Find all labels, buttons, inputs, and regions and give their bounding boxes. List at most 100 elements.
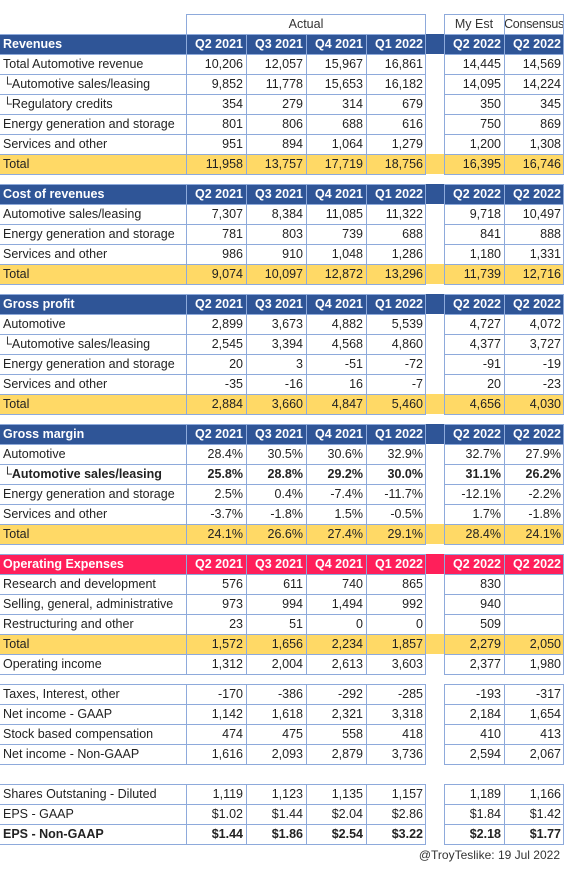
cell-my-est-q2-2022: 2,184 [469,707,501,721]
row-label: Energy generation and storage [3,117,175,131]
grid-line [0,54,426,55]
cell-q3-2021: 12,057 [264,57,303,71]
grid-line [0,614,426,615]
cell-q1-2022: -72 [404,357,423,371]
table-row: └Automotive sales/leasing 25.8% 28.8% 29.2%… [0,464,564,484]
grid-line [0,114,426,115]
grid-line [306,184,307,285]
cell-consensus-q2-2022: 345 [540,97,561,111]
grid-line [0,544,426,545]
cell-consensus-q2-2022: 24.1% [525,527,561,541]
column-header-q4-2021: Q4 2021 [315,37,363,51]
grid-line [186,14,187,34]
grid-line [366,424,367,545]
cell-my-est-q2-2022: 14,445 [462,57,501,71]
grid-line [504,424,505,545]
grid-line [0,394,426,395]
cell-q1-2022: -7 [411,377,423,391]
grid-line [444,184,445,285]
table-row: Automotive sales/leasing 7,307 8,384 11,085… [0,204,564,224]
cell-q2-2021: 1,312 [211,657,243,671]
table-row: Automotive 2,899 3,673 4,882 5,539 4,727 4,072 [0,314,564,334]
grid-line [425,294,426,415]
cell-q1-2022: 16,182 [384,77,423,91]
grid-line [0,34,426,35]
cell-q2-2021: $1.44 [211,827,243,841]
grid-line [0,484,426,485]
cell-q3-2021: $1.44 [271,807,303,821]
grid-line [246,184,247,285]
table-row: Net income - Non-GAAP 1,616 2,093 2,879 3,73… [0,744,564,764]
cell-q4-2021: -292 [337,687,363,701]
cell-consensus-q2-2022 [504,614,564,634]
cell-my-est-q2-2022: 940 [480,597,501,611]
cell-q3-2021: -386 [277,687,303,701]
cell-consensus-q2-2022: 10,497 [522,207,561,221]
cell-consensus-q2-2022: 26.2% [525,467,561,481]
cell-q2-2021: 2,545 [211,337,243,351]
cell-q1-2022: 616 [402,117,423,131]
cell-q2-2021: $1.02 [211,807,243,821]
cell-q2-2021: 2,899 [211,317,243,331]
column-header-q3-2021: Q3 2021 [255,187,303,201]
cell-consensus-q2-2022: $1.42 [529,807,561,821]
grid-line [186,14,426,15]
cell-q3-2021: 803 [282,227,303,241]
grid-line [0,764,426,765]
cell-consensus-q2-2022: 14,224 [522,77,561,91]
cell-consensus-q2-2022: -317 [535,687,561,701]
cell-my-est-q2-2022: 4,656 [469,397,501,411]
grid-line [425,14,426,34]
cell-my-est-q2-2022: 410 [480,727,501,741]
table-row: Energy generation and storage 781 803 739 68… [0,224,564,244]
cell-q4-2021: $2.04 [331,807,363,821]
cell-q2-2021: 2,884 [211,397,243,411]
row-label: Net income - GAAP [3,707,113,721]
cell-q3-2021: 279 [282,97,303,111]
cell-q3-2021: 51 [289,617,303,631]
grid-line [246,684,247,765]
cell-q1-2022: 5,460 [391,397,423,411]
column-header-q4-2021: Q4 2021 [315,427,363,441]
cell-consensus-q2-2022: 1,308 [529,137,561,151]
cell-consensus-q2-2022: 27.9% [525,447,561,461]
cell-q1-2022: 3,736 [391,747,423,761]
cell-q3-2021: 30.5% [267,447,303,461]
grid-line [0,784,426,785]
cell-q3-2021: 806 [282,117,303,131]
cell-q1-2022: 1,279 [391,137,423,151]
grid-line [246,554,247,675]
row-label: Shares Outstaning - Diluted [3,787,157,801]
cell-q4-2021: 17,719 [324,157,363,171]
cell-q1-2022: 1,157 [391,787,423,801]
total-row: Total 2,884 3,660 4,847 5,460 4,656 4,030 [0,394,564,414]
column-header-consensus-q2-2022: Q2 2022 [513,427,561,441]
column-header-q2-2021: Q2 2021 [195,187,243,201]
grid-line [0,634,426,635]
table-row: Stock based compensation 474 475 558 418 410 4… [0,724,564,744]
cell-my-est-q2-2022: 32.7% [465,447,501,461]
cell-q2-2021: 1,572 [211,637,243,651]
grid-line [425,554,426,675]
cell-q3-2021: 3,660 [271,397,303,411]
row-label: └Automotive sales/leasing [3,77,151,91]
cell-consensus-q2-2022: -23 [542,377,561,391]
cell-q4-2021: 16 [349,377,363,391]
grid-line [425,34,426,175]
column-header-my-est-q2-2022: Q2 2022 [453,297,501,311]
table-row: Energy generation and storage 20 3 -51 -72 -9… [0,354,564,374]
grid-line [0,284,426,285]
my-est-group-label: My Est [454,17,494,31]
cell-my-est-q2-2022: 4,377 [469,337,501,351]
cell-q3-2021: 611 [283,577,303,591]
grid-line [444,554,445,675]
cell-my-est-q2-2022: 11,739 [463,267,501,281]
section-header-row: Operating Expenses Q2 2021 Q3 2021 Q4 2021 Q… [0,554,564,574]
cell-q2-2021: -35 [224,377,243,391]
cell-q1-2022: -285 [397,687,423,701]
cell-q3-2021: 994 [282,597,303,611]
grid-line [425,184,426,285]
column-header-q3-2021: Q3 2021 [255,557,303,571]
column-header-q2-2021: Q2 2021 [195,37,243,51]
grid-line [366,684,367,765]
